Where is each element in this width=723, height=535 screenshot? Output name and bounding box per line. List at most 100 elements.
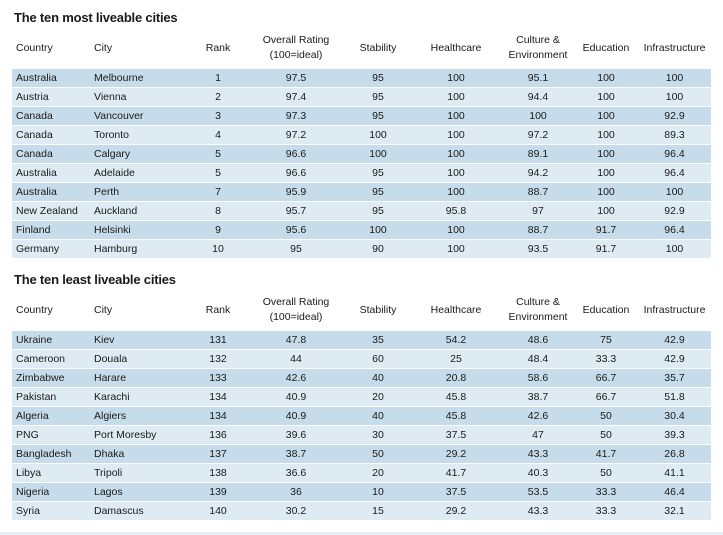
cell-healthcare: 45.8 (410, 387, 502, 407)
cell-stability: 95 (346, 68, 410, 88)
table-row: Finland Helsinki 9 95.6 100 100 88.7 91.7 96.4 (12, 220, 711, 240)
cell-overall: 95.7 (246, 201, 346, 221)
cell-healthcare: 54.2 (410, 330, 502, 350)
cell-education: 66.7 (574, 387, 638, 407)
cell-infrastructure: 42.9 (638, 349, 711, 369)
cell-culture: 40.3 (502, 463, 574, 483)
header-culture-line1: Culture & (516, 34, 560, 46)
header-city: City (94, 41, 113, 54)
table-row: PNG Port Moresby 136 39.6 30 37.5 47 50 39.3 (12, 425, 711, 445)
cell-culture: 94.4 (502, 87, 574, 107)
cell-infrastructure: 92.9 (638, 106, 711, 126)
header-row: Country City Rank Overall Rating (100=id… (12, 28, 711, 69)
least-liveable-table: Country City Rank Overall Rating (100=id… (12, 290, 711, 520)
cell-country: Canada (12, 144, 90, 164)
cell-overall: 47.8 (246, 330, 346, 350)
cell-infrastructure: 26.8 (638, 444, 711, 464)
header-stability: Stability (359, 303, 397, 316)
cell-education: 100 (574, 201, 638, 221)
cell-overall: 96.6 (246, 144, 346, 164)
cell-healthcare: 95.8 (410, 201, 502, 221)
cell-overall: 96.6 (246, 163, 346, 183)
cell-education: 50 (574, 463, 638, 483)
cell-culture: 100 (502, 106, 574, 126)
cell-stability: 40 (346, 368, 410, 388)
cell-stability: 95 (346, 163, 410, 183)
cell-country: Canada (12, 106, 90, 126)
cell-country: Pakistan (12, 387, 90, 407)
least-liveable-section: The ten least liveable cities Country Ci… (12, 270, 711, 520)
cell-education: 33.3 (574, 349, 638, 369)
cell-rank: 138 (190, 463, 246, 483)
cell-country: Zimbabwe (12, 368, 90, 388)
cell-country: Syria (12, 501, 90, 520)
cell-overall: 40.9 (246, 387, 346, 407)
cell-rank: 2 (190, 87, 246, 107)
cell-infrastructure: 51.8 (638, 387, 711, 407)
cell-healthcare: 41.7 (410, 463, 502, 483)
cell-healthcare: 100 (410, 220, 502, 240)
cell-stability: 20 (346, 387, 410, 407)
header-rank: Rank (205, 41, 231, 54)
header-overall: Overall Rating (100=ideal) (246, 290, 346, 331)
cell-stability: 100 (346, 220, 410, 240)
cell-country: Canada (12, 125, 90, 145)
table-row: Germany Hamburg 10 95 90 100 93.5 91.7 100 (12, 239, 711, 258)
cell-healthcare: 29.2 (410, 444, 502, 464)
cell-overall: 44 (246, 349, 346, 369)
cell-infrastructure: 30.4 (638, 406, 711, 426)
cell-culture: 47 (502, 425, 574, 445)
cell-city: Melbourne (90, 68, 190, 88)
cell-rank: 7 (190, 182, 246, 202)
cell-rank: 8 (190, 201, 246, 221)
cell-stability: 60 (346, 349, 410, 369)
cell-country: Libya (12, 463, 90, 483)
cell-city: Tripoli (90, 463, 190, 483)
table-row: Zimbabwe Harare 133 42.6 40 20.8 58.6 66.7 35.7 (12, 368, 711, 388)
cell-education: 100 (574, 182, 638, 202)
cell-healthcare: 100 (410, 163, 502, 183)
header-healthcare: Healthcare (430, 41, 482, 54)
header-infrastructure: Infrastructure (643, 303, 706, 316)
header-row: Country City Rank Overall Rating (100=id… (12, 290, 711, 331)
header-overall: Overall Rating (100=ideal) (246, 28, 346, 69)
least-liveable-title: The ten least liveable cities (14, 272, 176, 287)
cell-city: Harare (90, 368, 190, 388)
cell-culture: 93.5 (502, 239, 574, 258)
cell-stability: 95 (346, 106, 410, 126)
cell-rank: 5 (190, 163, 246, 183)
cell-city: Port Moresby (90, 425, 190, 445)
cell-culture: 48.4 (502, 349, 574, 369)
header-rank: Rank (205, 303, 231, 316)
cell-country: PNG (12, 425, 90, 445)
cell-overall: 36.6 (246, 463, 346, 483)
header-country: Country (16, 41, 53, 54)
cell-infrastructure: 100 (638, 87, 711, 107)
header-stability: Stability (359, 41, 397, 54)
cell-country: Germany (12, 239, 90, 258)
page-bottom-rule (0, 532, 723, 535)
table-row: New Zealand Auckland 8 95.7 95 95.8 97 100 92.9 (12, 201, 711, 221)
cell-rank: 1 (190, 68, 246, 88)
cell-overall: 95 (246, 239, 346, 258)
cell-city: Algiers (90, 406, 190, 426)
header-overall-line1: Overall Rating (262, 34, 330, 46)
cell-country: Nigeria (12, 482, 90, 502)
table-row: Canada Toronto 4 97.2 100 100 97.2 100 89.3 (12, 125, 711, 145)
cell-culture: 42.6 (502, 406, 574, 426)
cell-country: Australia (12, 68, 90, 88)
cell-infrastructure: 96.4 (638, 220, 711, 240)
cell-stability: 95 (346, 87, 410, 107)
cell-healthcare: 29.2 (410, 501, 502, 520)
header-city: City (94, 303, 113, 316)
cell-education: 33.3 (574, 501, 638, 520)
table-row: Nigeria Lagos 139 36 10 37.5 53.5 33.3 46.4 (12, 482, 711, 502)
cell-stability: 90 (346, 239, 410, 258)
cell-rank: 140 (190, 501, 246, 520)
cell-healthcare: 100 (410, 239, 502, 258)
cell-healthcare: 100 (410, 125, 502, 145)
header-infrastructure: Infrastructure (643, 41, 706, 54)
cell-culture: 43.3 (502, 444, 574, 464)
cell-overall: 97.5 (246, 68, 346, 88)
cell-city: Damascus (90, 501, 190, 520)
